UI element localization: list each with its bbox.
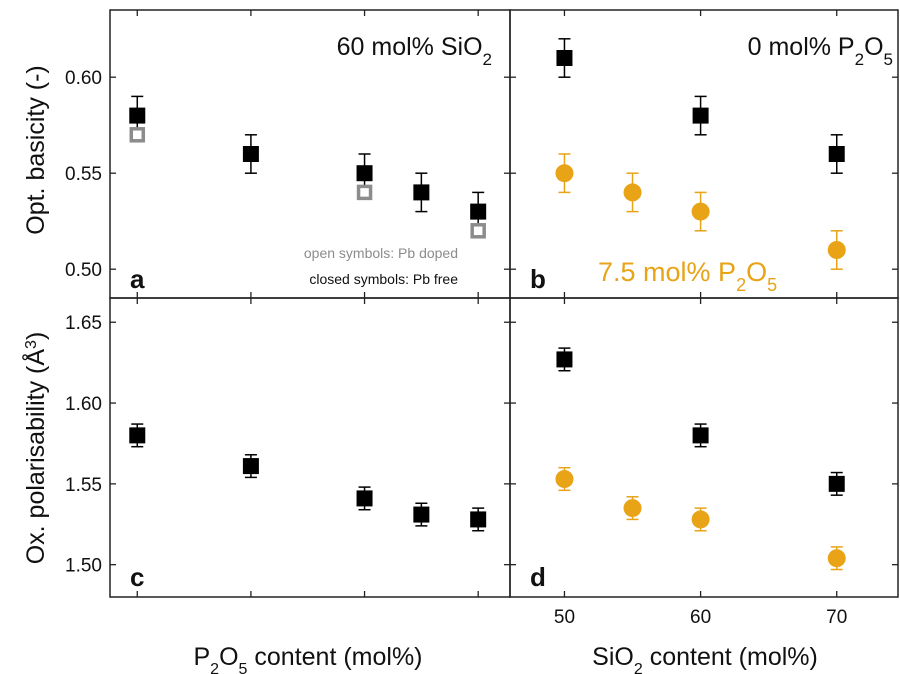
data-point-circle (555, 470, 574, 489)
x-tick-label: 60 (690, 607, 711, 628)
data-point-square (692, 107, 709, 124)
data-point-square (556, 50, 573, 66)
y-tick-label: 1.60 (65, 394, 102, 415)
panel-b-orange-label: 7.5 mol% P2O5 (598, 257, 777, 295)
data-point-square (242, 146, 259, 162)
y-tick-label: 1.65 (65, 313, 102, 334)
data-point-circle (827, 549, 846, 568)
panels: 0.50 0.55 0.60 a b 1.50 1.55 1.60 1.65 c 50 60 70 d (65, 9, 899, 628)
y-axis-label-bottom: Ox. polarisability (Å3) (20, 332, 50, 565)
data-point-square (129, 427, 146, 444)
x-axis-label-left: P2O5 content (mol%) (193, 643, 422, 674)
x-tick-label: 70 (826, 607, 847, 628)
data-point-square (356, 490, 373, 507)
panel-a-title: 60 mol% SiO2 (337, 33, 492, 69)
data-point-square (413, 506, 430, 523)
legend-closed-symbols: closed symbols: Pb free (309, 271, 458, 287)
legend-open-symbols: open symbols: Pb doped (304, 245, 458, 261)
y-tick-label: 0.50 (65, 260, 102, 281)
panel-tag-a: a (130, 264, 145, 294)
data-point-square (356, 165, 373, 182)
y-tick-label: 0.60 (65, 68, 102, 89)
data-point-open-square (129, 127, 146, 143)
data-point-square (828, 475, 845, 492)
data-point-square (556, 351, 573, 368)
data-point-circle (691, 202, 710, 221)
data-point-circle (555, 164, 574, 183)
data-point-square (692, 427, 709, 444)
data-point-square (470, 511, 487, 528)
panel-d: 50 60 70 d (509, 297, 899, 628)
x-axis-label-right: SiO2 content (mol%) (592, 643, 818, 674)
panel-b-title: 0 mol% P2O5 (748, 33, 893, 69)
panel-frame-c (109, 297, 511, 598)
data-point-square (129, 107, 146, 124)
data-point-square (470, 203, 487, 220)
y-tick-label: 1.55 (65, 475, 102, 496)
data-point-square (828, 146, 845, 162)
data-point-open-square (356, 184, 373, 201)
panel-tag-b: b (530, 264, 546, 294)
y-axis-label-top: Opt. basicity (-) (22, 65, 50, 234)
data-point-square (413, 184, 430, 201)
data-point-circle (827, 241, 846, 259)
data-point-circle (623, 183, 642, 202)
data-point-square (242, 458, 259, 475)
y-tick-label: 1.50 (65, 556, 102, 577)
panel-tag-d: d (530, 562, 546, 592)
data-point-circle (623, 499, 642, 518)
y-tick-label: 0.55 (65, 164, 102, 185)
panel-frame-d (509, 297, 899, 598)
x-tick-label: 50 (554, 607, 575, 628)
panel-c: 1.50 1.55 1.60 1.65 c (65, 297, 511, 598)
data-point-circle (691, 510, 710, 529)
data-point-open-square (470, 223, 486, 239)
panel-tag-c: c (130, 562, 144, 592)
